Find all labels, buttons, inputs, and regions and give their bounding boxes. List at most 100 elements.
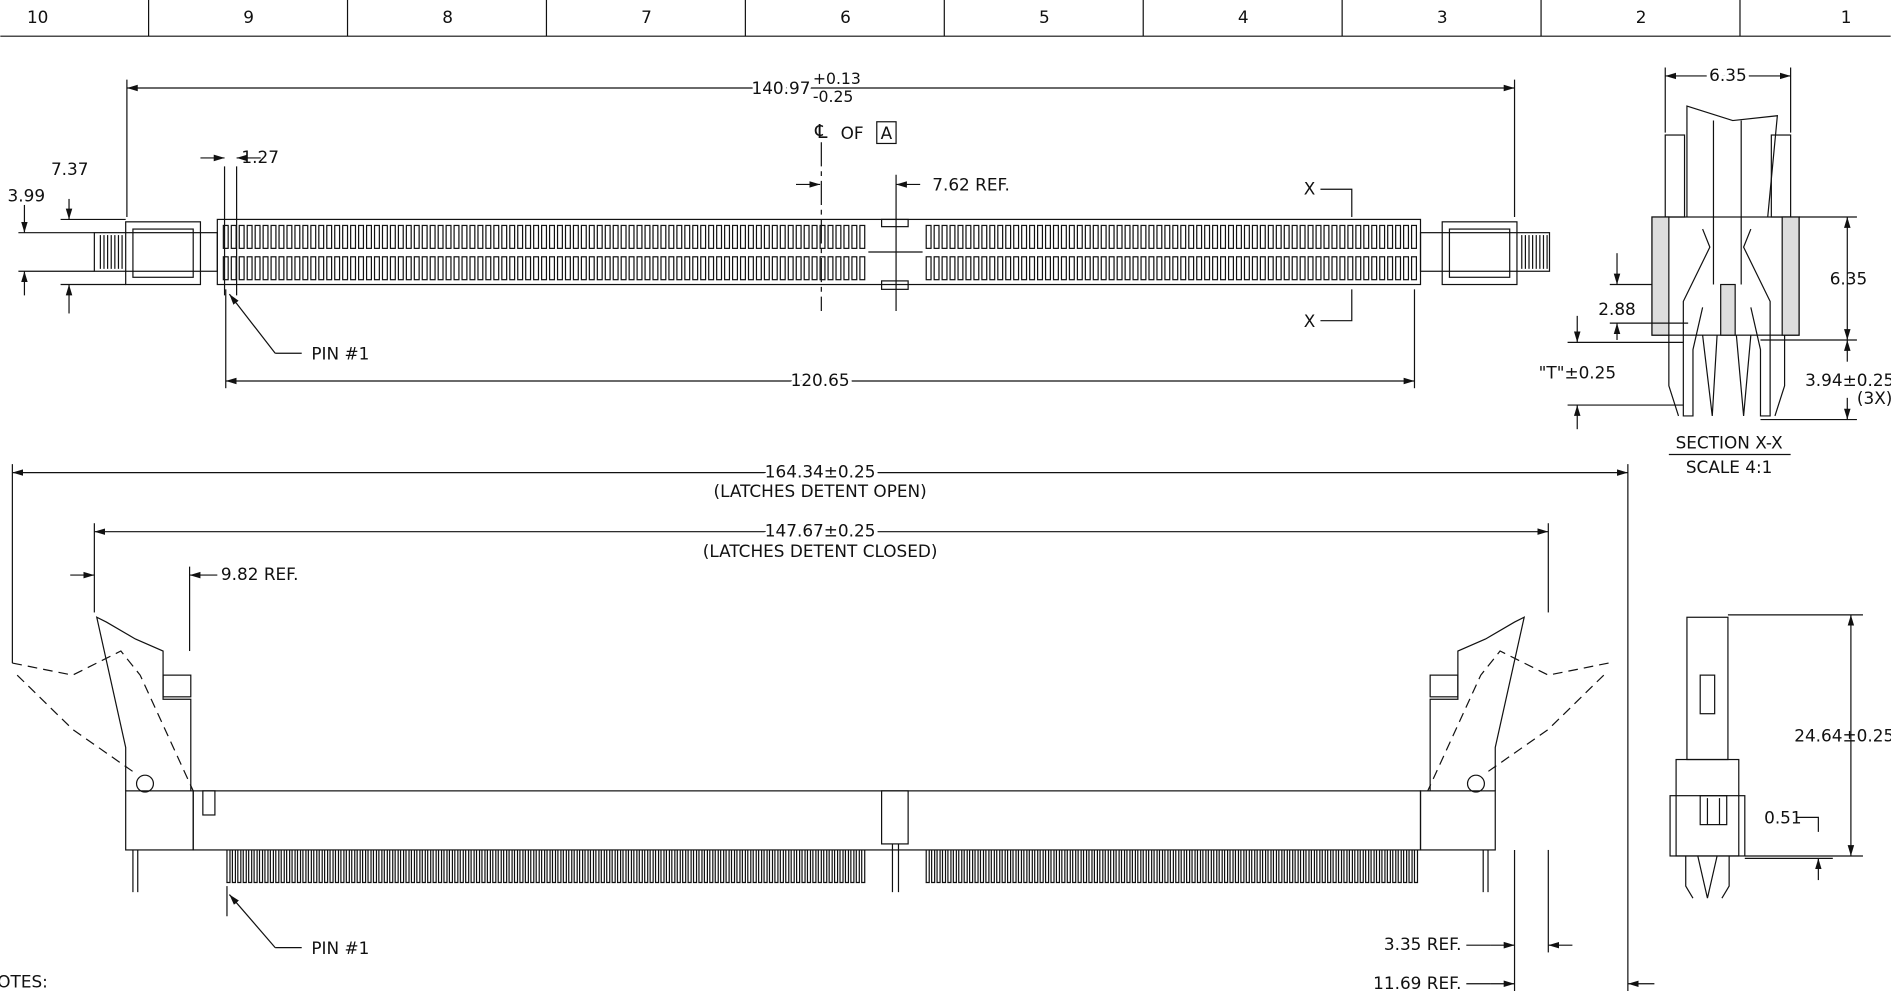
dimension: "T"±0.25 <box>1539 363 1616 383</box>
pin <box>541 224 548 249</box>
pin <box>1251 849 1256 884</box>
pin <box>1403 849 1408 884</box>
latch-pivot <box>135 774 155 793</box>
pin <box>1100 224 1107 249</box>
pin <box>365 224 372 249</box>
pin <box>1052 256 1059 281</box>
pin <box>1100 256 1107 281</box>
pin <box>1234 849 1240 884</box>
pin <box>1050 849 1055 884</box>
pin <box>947 849 952 884</box>
dimension: 120.65 <box>791 370 850 390</box>
label: OF <box>841 123 864 143</box>
pin <box>1395 256 1402 281</box>
outline <box>1685 855 1694 899</box>
pin <box>1275 224 1282 249</box>
pin <box>242 849 247 884</box>
pin <box>493 224 500 249</box>
dimension: 7.62 REF. <box>932 175 1010 195</box>
pin <box>1235 224 1242 249</box>
pin <box>302 224 309 249</box>
pin <box>541 256 548 281</box>
pin <box>941 849 947 884</box>
pin <box>475 849 481 884</box>
pin <box>1305 849 1310 884</box>
pin <box>584 849 589 884</box>
pin <box>790 849 795 884</box>
pin <box>1060 224 1067 249</box>
pin <box>1124 224 1131 249</box>
pin <box>1251 224 1258 249</box>
pin <box>731 224 739 249</box>
pin <box>595 849 600 884</box>
pin <box>1310 849 1316 884</box>
pin <box>381 256 388 281</box>
pin <box>763 849 768 884</box>
pin <box>1029 224 1036 249</box>
pin <box>254 224 261 249</box>
pin <box>459 849 464 884</box>
pin <box>709 849 714 884</box>
pin <box>421 256 428 281</box>
pin <box>989 256 996 281</box>
pin <box>508 849 513 884</box>
pin <box>949 224 956 249</box>
pin <box>771 256 778 281</box>
pin <box>649 849 654 884</box>
pin <box>671 849 676 884</box>
pin <box>969 849 974 884</box>
pin <box>1188 256 1195 281</box>
pin <box>708 256 715 281</box>
outline <box>1699 795 1728 826</box>
outline <box>1429 616 1526 791</box>
pin <box>1082 849 1088 884</box>
hatch <box>1720 283 1736 336</box>
outline <box>132 228 194 278</box>
pin <box>739 224 746 249</box>
pin <box>324 849 329 884</box>
datum-box <box>876 121 897 145</box>
pin <box>1202 849 1207 884</box>
pin <box>517 224 524 249</box>
pin <box>779 849 784 884</box>
pin <box>795 224 802 249</box>
pin <box>329 849 334 884</box>
pin <box>941 224 948 249</box>
pin <box>1120 849 1126 884</box>
pin <box>248 849 253 884</box>
pin <box>342 224 349 249</box>
pin <box>1115 849 1120 884</box>
pin <box>1408 849 1413 884</box>
outline <box>1742 228 1771 417</box>
pin <box>1140 224 1147 249</box>
pin <box>405 256 412 281</box>
pin <box>787 256 794 281</box>
pin <box>517 256 524 281</box>
pin <box>925 256 932 281</box>
post <box>202 790 216 816</box>
outline <box>1664 134 1686 218</box>
pin <box>1186 849 1191 884</box>
pin <box>957 224 964 249</box>
pin <box>724 224 731 249</box>
pin <box>771 224 778 249</box>
pin <box>1355 256 1362 281</box>
pin <box>1132 224 1139 249</box>
pin <box>342 256 349 281</box>
pin <box>589 849 595 884</box>
pin <box>278 256 285 281</box>
pin <box>551 849 557 884</box>
pin <box>389 256 396 281</box>
pin <box>1132 256 1139 281</box>
pin <box>700 224 707 249</box>
pin <box>1392 849 1397 884</box>
pin <box>638 849 643 884</box>
dimension: 7.37 <box>51 159 89 179</box>
pin <box>334 256 341 281</box>
pin <box>725 849 730 884</box>
pin <box>1213 849 1218 884</box>
pin <box>492 849 497 884</box>
